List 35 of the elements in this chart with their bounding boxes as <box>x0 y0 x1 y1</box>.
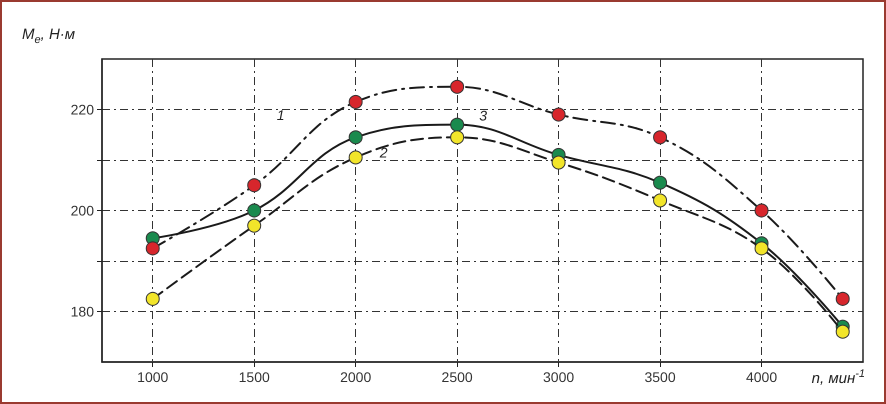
series-label: 3 <box>479 108 488 124</box>
point <box>450 118 464 132</box>
point <box>653 193 668 208</box>
y-tick-label: 220 <box>70 102 94 118</box>
point <box>146 292 160 306</box>
point <box>552 108 566 122</box>
point <box>836 324 850 339</box>
point <box>450 80 464 94</box>
point <box>836 292 850 306</box>
x-tick-label: 1500 <box>238 369 270 385</box>
y-axis-title: M$_{e}$, Н·м <box>22 26 76 46</box>
point <box>348 130 363 144</box>
point <box>247 178 262 192</box>
y-tick-label: 200 <box>70 202 94 218</box>
point <box>754 241 769 256</box>
x-tick-label: 1000 <box>137 369 169 385</box>
x-tick-label: 3500 <box>644 369 676 385</box>
series-label: 1 <box>276 106 285 123</box>
point <box>247 204 262 218</box>
point <box>450 130 464 144</box>
y-tick-label: 180 <box>70 304 94 320</box>
point <box>247 218 262 233</box>
x-axis-title: n, мин$^{-1}$ <box>812 368 865 387</box>
x-tick-label: 2000 <box>340 369 372 385</box>
point <box>754 204 769 218</box>
x-tick-label: 3000 <box>543 369 574 385</box>
point <box>552 156 566 170</box>
x-tick-label: 4000 <box>746 369 778 385</box>
point <box>653 176 668 190</box>
point <box>653 130 668 144</box>
point <box>348 94 363 109</box>
point <box>348 150 363 164</box>
x-tick-label: 2500 <box>442 369 473 385</box>
series-label: 2 <box>378 144 388 160</box>
point <box>146 241 160 256</box>
